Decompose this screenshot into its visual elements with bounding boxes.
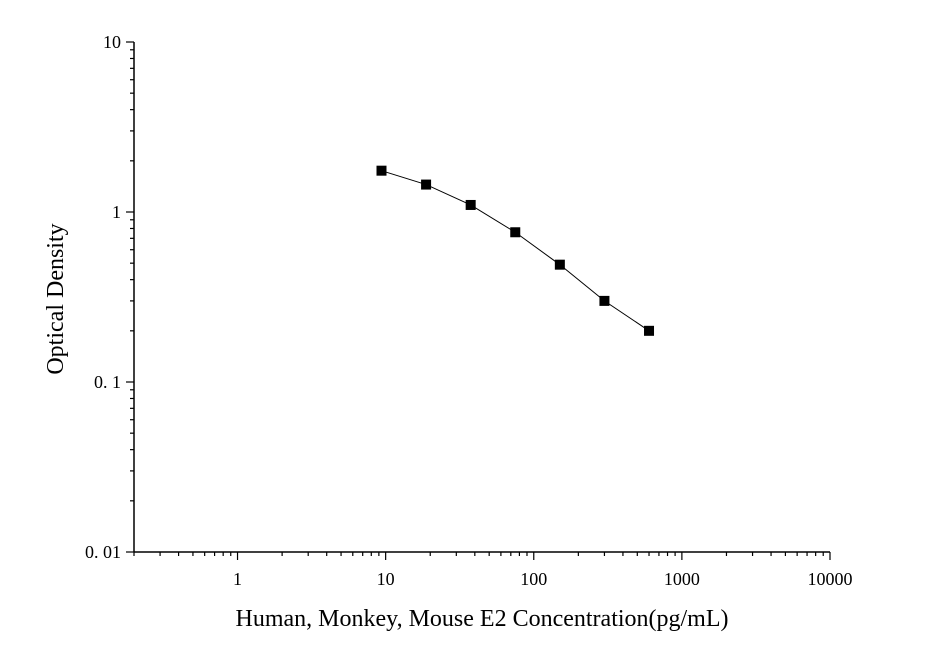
- x-tick-label: 100: [520, 569, 547, 589]
- y-tick-label: 1: [112, 202, 121, 222]
- y-tick-label: 0. 01: [85, 542, 121, 562]
- ticks: [126, 41, 831, 560]
- data-point: [421, 179, 432, 190]
- x-tick-label: 1000: [664, 569, 700, 589]
- data-point: [644, 325, 655, 336]
- data-point: [510, 227, 521, 238]
- series-layer: [376, 165, 655, 336]
- x-tick-label: 10: [377, 569, 395, 589]
- y-tick-label: 0. 1: [94, 372, 121, 392]
- x-tick-label: 10000: [808, 569, 853, 589]
- data-point: [465, 199, 476, 210]
- y-axis-title: Optical Density: [43, 223, 69, 374]
- y-tick-label: 10: [103, 32, 121, 52]
- tick-labels: 1 10 100 1000 10000 0. 01 0. 1 1 10: [85, 32, 853, 589]
- data-point: [554, 259, 565, 270]
- data-point: [376, 165, 387, 176]
- data-point: [599, 295, 610, 306]
- x-axis-title: Human, Monkey, Mouse E2 Concentration(pg…: [235, 606, 728, 632]
- series-line: [381, 170, 650, 332]
- x-tick-label: 1: [233, 569, 242, 589]
- axes: [133, 42, 830, 553]
